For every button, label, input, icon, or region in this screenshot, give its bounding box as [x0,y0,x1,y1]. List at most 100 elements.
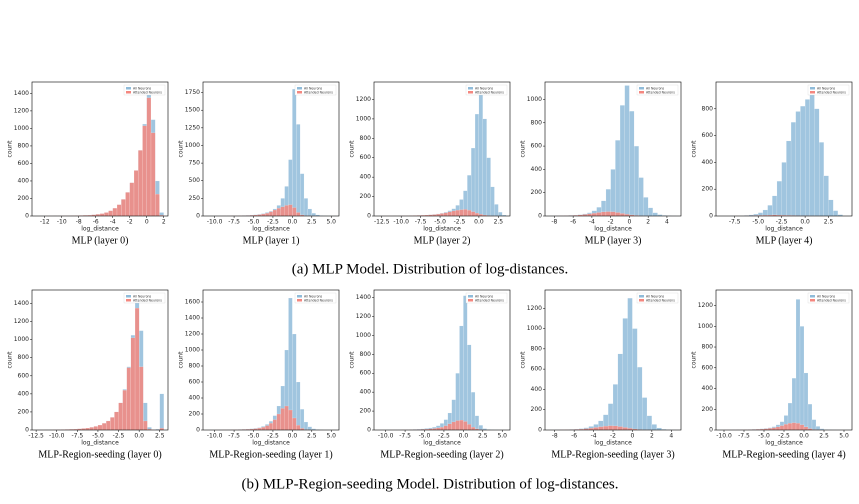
bar [150,132,156,217]
legend-swatch [126,299,131,302]
y-axis-label: count [520,351,527,369]
y-tick-label: 0 [25,213,29,220]
chart-title: MLP (layer 4) [756,235,813,246]
bar [114,411,119,431]
bar [610,211,616,217]
bar [459,325,464,431]
chart-title: MLP-Region-seeding (layer 0) [38,449,161,460]
bar [478,87,483,217]
bar [106,420,111,431]
bar [134,307,140,431]
legend-label: Attended Neurons [646,298,675,302]
bar [498,212,503,217]
axes-frame [715,289,853,431]
legend-box [294,84,337,96]
y-tick-label: 1400 [14,300,29,307]
x-tick-label: 0.0 [800,219,810,226]
legend-label: Attended Neurons [817,90,846,94]
bar [642,397,648,431]
bar [455,420,460,431]
x-tick-label: -6 [571,433,577,440]
legend-swatch [126,91,131,94]
x-tick-label: -5.0 [752,219,764,226]
bar [129,182,135,217]
bar [790,122,796,217]
y-tick-label: 400 [531,386,543,393]
legend-swatch [297,87,302,90]
x-tick-label: -12 [40,219,50,226]
bar [443,212,448,217]
x-tick-label: -7.5 [738,433,750,440]
y-tick-label: 200 [531,406,543,413]
x-tick-label: -5.0 [248,433,260,440]
legend-box [807,292,850,304]
y-tick-label: 1000 [356,332,371,339]
y-tick-label: 1200 [14,107,29,114]
y-tick-label: 1200 [698,302,713,309]
legend-label: Attended Neurons [475,298,504,302]
bar [809,88,815,217]
legend-swatch [810,87,815,90]
y-tick-label: 0 [538,427,542,434]
bar [811,419,817,431]
y-tick-label: 1600 [185,299,200,306]
x-tick-label: 5.0 [326,219,336,226]
bar [619,213,625,217]
bar [159,393,164,431]
x-tick-label: -4 [110,219,116,226]
bar [303,198,308,217]
legend-box [123,292,166,304]
axes-frame [373,81,511,217]
bar [276,413,281,431]
y-tick-label: 1750 [185,89,200,96]
y-tick-label: 1000 [356,115,371,122]
bar [447,211,452,217]
legend-box [636,84,679,96]
bar [624,85,630,217]
x-axis-label: log_distance [594,440,632,447]
y-tick-label: 600 [18,372,30,379]
bar [268,211,274,217]
bar [118,402,123,431]
y-tick-label: 200 [18,195,30,202]
legend-label: Attended Neurons [133,298,162,302]
x-tick-label: -5.0 [434,219,446,226]
x-tick-label: -8 [552,433,558,440]
x-tick-label: 2.5 [819,433,829,440]
bar [807,403,813,431]
legend-box [636,292,679,304]
bar [101,423,107,431]
x-tick-label: -7.5 [228,433,240,440]
x-tick-label: -12.5 [28,433,44,440]
y-tick-label: 1000 [14,125,29,132]
legend-box [294,292,337,304]
legend-label: Attended Neurons [133,90,162,94]
legend-box [123,84,166,96]
histogram [729,88,843,217]
bar [799,424,805,431]
bar [139,366,144,431]
x-tick-label: -6 [93,219,99,226]
x-tick-label: -2 [608,219,614,226]
x-tick-label: -7.5 [399,433,411,440]
legend-label: Attended Neurons [646,90,675,94]
chart-title: MLP-Region-seeding (layer 2) [380,449,503,460]
caption: (b) MLP-Region-seeding Model. Distributi… [241,476,618,492]
bar [463,421,468,431]
y-tick-label: 1250 [185,124,200,131]
y-tick-label: 1200 [356,313,371,320]
bar [787,423,793,431]
bar [474,415,479,431]
bar [819,142,824,217]
x-tick-label: -2.5 [438,433,450,440]
bar [767,205,773,217]
legend-label: All Neurons [646,86,665,90]
caption: (a) MLP Model. Distribution of log-dista… [292,261,569,277]
x-tick-label: 2.5 [307,433,317,440]
x-tick-label: 2.5 [307,219,317,226]
legend-label: All Neurons [646,294,665,298]
histogram [554,298,677,431]
x-tick-label: -10.0 [207,433,223,440]
